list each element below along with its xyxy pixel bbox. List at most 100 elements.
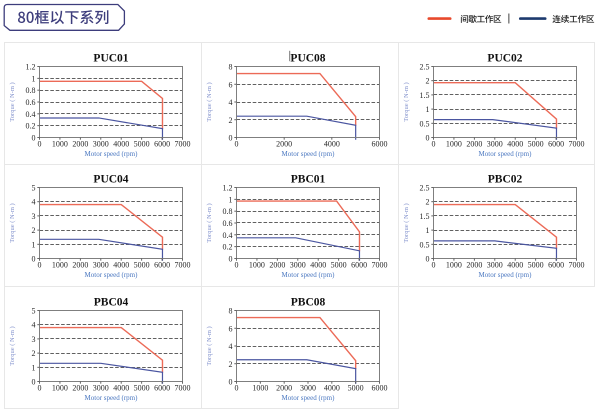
svg-text:6: 6 [229, 80, 233, 89]
svg-text:3000: 3000 [93, 384, 109, 393]
svg-text:0: 0 [38, 384, 42, 393]
svg-text:4000: 4000 [324, 140, 340, 149]
svg-text:0.2: 0.2 [223, 243, 233, 252]
svg-text:6000: 6000 [548, 140, 564, 149]
svg-text:PBC02: PBC02 [488, 174, 523, 186]
svg-text:1: 1 [32, 240, 36, 249]
svg-text:1: 1 [32, 363, 36, 372]
svg-text:Torque ( N-m ): Torque ( N-m ) [403, 82, 410, 121]
svg-text:5000: 5000 [134, 384, 150, 393]
svg-text:5000: 5000 [528, 140, 544, 149]
svg-text:2: 2 [32, 226, 36, 235]
svg-text:4: 4 [32, 198, 36, 207]
svg-text:1000: 1000 [446, 140, 462, 149]
svg-text:1.2: 1.2 [223, 184, 233, 193]
svg-text:3: 3 [32, 212, 36, 221]
svg-text:3000: 3000 [93, 140, 109, 149]
svg-text:1000: 1000 [252, 384, 268, 393]
svg-text:6000: 6000 [372, 140, 388, 149]
svg-text:Motor speed (rpm): Motor speed (rpm) [85, 150, 139, 158]
svg-text:0: 0 [32, 378, 36, 387]
svg-text:1: 1 [426, 226, 430, 235]
svg-text:0: 0 [235, 384, 239, 393]
svg-text:1000: 1000 [52, 384, 68, 393]
svg-text:0: 0 [229, 255, 233, 264]
svg-text:0.6: 0.6 [223, 219, 233, 228]
svg-text:8: 8 [229, 307, 233, 316]
svg-text:Torque ( N-m ): Torque ( N-m ) [206, 326, 213, 365]
svg-text:8: 8 [229, 63, 233, 72]
svg-text:7000: 7000 [569, 140, 585, 149]
svg-text:4000: 4000 [113, 384, 129, 393]
svg-text:Torque ( N-m ): Torque ( N-m ) [9, 82, 16, 121]
svg-text:0: 0 [38, 261, 42, 270]
svg-text:Torque ( N-m ): Torque ( N-m ) [206, 203, 213, 242]
svg-text:7000: 7000 [175, 384, 191, 393]
svg-text:2: 2 [229, 116, 233, 125]
svg-text:0: 0 [32, 134, 36, 143]
svg-text:4: 4 [229, 98, 233, 107]
svg-text:Torque ( N-m ): Torque ( N-m ) [403, 203, 410, 242]
svg-text:Motor speed (rpm): Motor speed (rpm) [479, 271, 533, 279]
svg-text:2000: 2000 [269, 261, 285, 270]
svg-text:PUC04: PUC04 [93, 174, 128, 186]
svg-text:4: 4 [32, 321, 36, 330]
svg-text:3000: 3000 [290, 261, 306, 270]
svg-text:2000: 2000 [72, 384, 88, 393]
svg-text:2: 2 [426, 198, 430, 207]
svg-text:Torque ( N-m ): Torque ( N-m ) [206, 82, 213, 121]
svg-text:2.5: 2.5 [420, 63, 430, 72]
svg-text:5: 5 [32, 307, 36, 316]
svg-text:7000: 7000 [175, 261, 191, 270]
svg-text:PUC08: PUC08 [290, 53, 325, 65]
svg-text:1: 1 [32, 74, 36, 83]
svg-text:6000: 6000 [548, 261, 564, 270]
svg-text:0: 0 [38, 140, 42, 149]
svg-text:0: 0 [229, 134, 233, 143]
svg-text:6000: 6000 [154, 140, 170, 149]
svg-text:0.8: 0.8 [223, 207, 233, 216]
svg-text:3000: 3000 [300, 384, 316, 393]
svg-text:0: 0 [235, 140, 239, 149]
svg-text:4000: 4000 [507, 261, 523, 270]
svg-text:5000: 5000 [134, 140, 150, 149]
svg-text:1.2: 1.2 [26, 63, 36, 72]
svg-text:Motor speed (rpm): Motor speed (rpm) [282, 150, 336, 158]
svg-text:6000: 6000 [154, 384, 170, 393]
svg-text:Motor speed (rpm): Motor speed (rpm) [85, 394, 139, 402]
svg-text:3000: 3000 [487, 140, 503, 149]
svg-text:7000: 7000 [569, 261, 585, 270]
svg-text:5000: 5000 [331, 261, 347, 270]
svg-text:1.5: 1.5 [420, 212, 430, 221]
svg-text:PUC01: PUC01 [93, 53, 128, 65]
svg-text:1: 1 [229, 195, 233, 204]
svg-text:4000: 4000 [324, 384, 340, 393]
svg-text:1000: 1000 [52, 140, 68, 149]
svg-text:0.2: 0.2 [26, 122, 36, 131]
svg-text:1.5: 1.5 [420, 91, 430, 100]
svg-text:3000: 3000 [93, 261, 109, 270]
svg-text:6000: 6000 [372, 384, 388, 393]
svg-text:0.5: 0.5 [420, 119, 430, 128]
svg-text:6000: 6000 [351, 261, 367, 270]
svg-text:4: 4 [229, 342, 233, 351]
svg-text:Motor speed (rpm): Motor speed (rpm) [282, 271, 336, 279]
svg-text:0.5: 0.5 [420, 240, 430, 249]
svg-text:0.6: 0.6 [26, 98, 36, 107]
svg-text:PBC01: PBC01 [291, 174, 326, 186]
svg-text:1: 1 [426, 105, 430, 114]
svg-text:6000: 6000 [154, 261, 170, 270]
svg-text:PUC02: PUC02 [487, 53, 522, 65]
svg-text:2000: 2000 [72, 261, 88, 270]
svg-text:2: 2 [32, 349, 36, 358]
svg-text:4000: 4000 [310, 261, 326, 270]
svg-text:2: 2 [426, 77, 430, 86]
svg-text:4000: 4000 [113, 140, 129, 149]
svg-text:0.4: 0.4 [26, 110, 36, 119]
svg-text:0: 0 [432, 261, 436, 270]
svg-text:6: 6 [229, 324, 233, 333]
svg-text:Motor speed (rpm): Motor speed (rpm) [479, 150, 533, 158]
svg-text:2.5: 2.5 [420, 184, 430, 193]
svg-text:0: 0 [426, 255, 430, 264]
svg-text:2: 2 [229, 360, 233, 369]
